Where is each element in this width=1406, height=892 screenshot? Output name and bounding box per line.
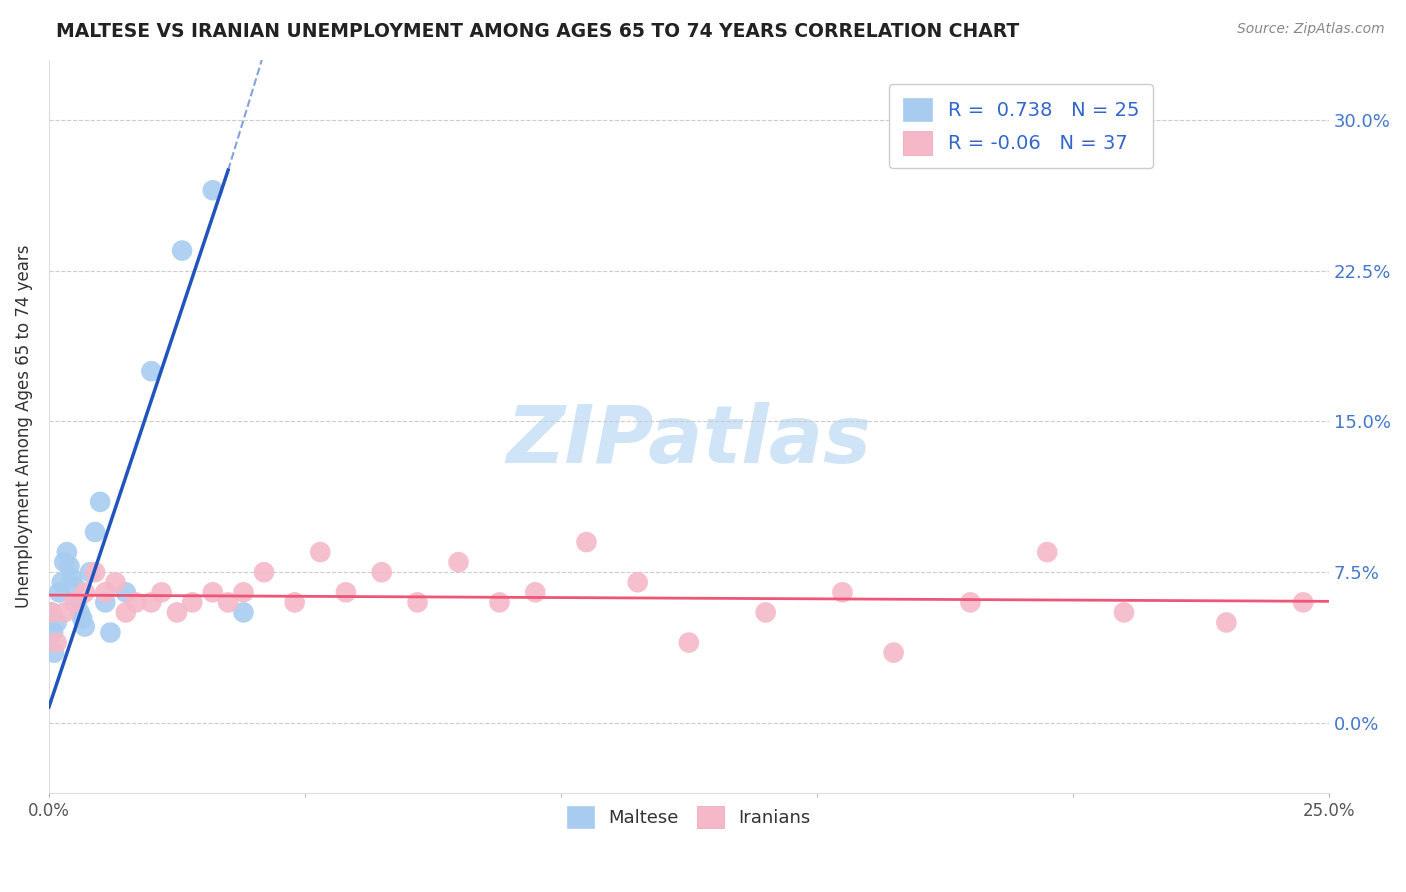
Point xyxy=(51,575,73,590)
Point xyxy=(73,619,96,633)
Point xyxy=(309,545,332,559)
Point xyxy=(1112,606,1135,620)
Point xyxy=(114,585,136,599)
Point xyxy=(84,524,107,539)
Point xyxy=(575,535,598,549)
Point xyxy=(335,585,357,599)
Point xyxy=(170,244,193,258)
Point xyxy=(53,555,76,569)
Point xyxy=(53,606,76,620)
Text: Source: ZipAtlas.com: Source: ZipAtlas.com xyxy=(1237,22,1385,37)
Point xyxy=(89,495,111,509)
Point xyxy=(831,585,853,599)
Point xyxy=(69,606,91,620)
Point xyxy=(42,625,65,640)
Point xyxy=(141,595,163,609)
Point xyxy=(94,585,117,599)
Point xyxy=(627,575,650,590)
Point xyxy=(125,595,148,609)
Point xyxy=(73,585,96,599)
Point xyxy=(41,606,63,620)
Point xyxy=(253,566,276,580)
Point xyxy=(79,566,101,580)
Point xyxy=(45,635,67,649)
Point xyxy=(1036,545,1059,559)
Point xyxy=(150,585,173,599)
Point xyxy=(70,611,93,625)
Point xyxy=(524,585,547,599)
Point xyxy=(100,625,122,640)
Point xyxy=(48,585,70,599)
Point xyxy=(104,575,127,590)
Y-axis label: Unemployment Among Ages 65 to 74 years: Unemployment Among Ages 65 to 74 years xyxy=(15,244,32,608)
Point xyxy=(45,615,67,630)
Point xyxy=(94,595,117,609)
Legend: Maltese, Iranians: Maltese, Iranians xyxy=(560,799,818,836)
Point xyxy=(63,579,86,593)
Point xyxy=(447,555,470,569)
Point xyxy=(181,595,204,609)
Point xyxy=(84,566,107,580)
Point xyxy=(232,585,254,599)
Point xyxy=(755,606,778,620)
Point xyxy=(488,595,510,609)
Point xyxy=(201,585,224,599)
Point xyxy=(42,646,65,660)
Point xyxy=(60,571,83,585)
Point xyxy=(883,646,905,660)
Point xyxy=(141,364,163,378)
Point xyxy=(114,606,136,620)
Point xyxy=(217,595,239,609)
Point xyxy=(56,545,79,559)
Text: ZIPatlas: ZIPatlas xyxy=(506,402,872,480)
Point xyxy=(678,635,700,649)
Point xyxy=(959,595,981,609)
Point xyxy=(406,595,429,609)
Point xyxy=(63,595,86,609)
Point xyxy=(284,595,307,609)
Point xyxy=(1292,595,1315,609)
Point xyxy=(232,606,254,620)
Point xyxy=(370,566,392,580)
Text: MALTESE VS IRANIAN UNEMPLOYMENT AMONG AGES 65 TO 74 YEARS CORRELATION CHART: MALTESE VS IRANIAN UNEMPLOYMENT AMONG AG… xyxy=(56,22,1019,41)
Point xyxy=(201,183,224,197)
Point xyxy=(58,559,80,574)
Point xyxy=(41,606,63,620)
Point xyxy=(1215,615,1237,630)
Point xyxy=(66,595,89,609)
Point xyxy=(166,606,188,620)
